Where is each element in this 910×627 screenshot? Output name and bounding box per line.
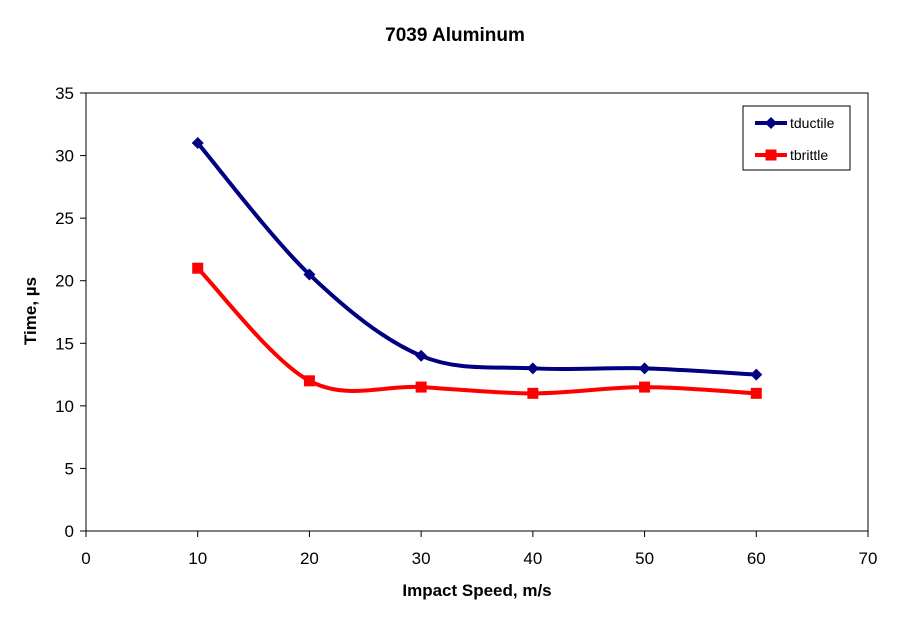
chart-title: 7039 Aluminum [385,25,525,46]
series-tbrittle [192,262,762,399]
series-tductile [191,137,763,381]
y-tick-label: 0 [65,522,74,541]
y-axis: 0 5 10 15 20 25 30 35 [55,84,86,541]
series-line-tbrittle [196,266,757,396]
data-point-tductile [750,368,763,381]
y-tick-label: 20 [55,272,74,291]
data-point-tbrittle [303,375,315,387]
legend-swatch-marker [765,149,777,161]
x-tick-label: 30 [412,549,431,568]
y-tick-label: 10 [55,397,74,416]
x-tick-label: 60 [747,549,766,568]
y-axis-title: Time, µs [21,277,40,345]
data-point-tbrittle [527,387,539,399]
y-tick-label: 15 [55,334,74,353]
legend: tductile tbrittle [742,105,851,171]
legend-item-tductile: tductile [755,115,835,131]
data-point-tbrittle [750,387,762,399]
data-point-tductile [191,137,204,150]
series-layer [191,137,763,399]
x-tick-label: 20 [300,549,319,568]
legend-item-tbrittle: tbrittle [755,147,828,163]
x-tick-label: 10 [188,549,207,568]
legend-box [742,105,851,171]
data-point-tbrittle [415,381,427,393]
x-tick-label: 50 [635,549,654,568]
y-tick-label: 25 [55,209,74,228]
y-tick-label: 35 [55,84,74,103]
x-tick-label: 0 [81,549,90,568]
data-point-tductile [526,362,539,375]
y-tick-label: 5 [65,459,74,478]
y-tick-label: 30 [55,147,74,166]
legend-swatch-marker [765,117,777,129]
data-point-tbrittle [639,381,651,393]
x-axis: 0 10 20 30 40 50 60 70 [81,531,877,568]
x-axis-title: Impact Speed, m/s [402,581,551,600]
data-point-tductile [415,349,428,362]
data-point-tductile [638,362,651,375]
x-tick-label: 70 [859,549,878,568]
data-point-tductile [303,268,316,281]
x-tick-label: 40 [523,549,542,568]
legend-label: tductile [790,115,835,131]
data-point-tbrittle [192,262,204,274]
legend-label: tbrittle [790,147,828,163]
